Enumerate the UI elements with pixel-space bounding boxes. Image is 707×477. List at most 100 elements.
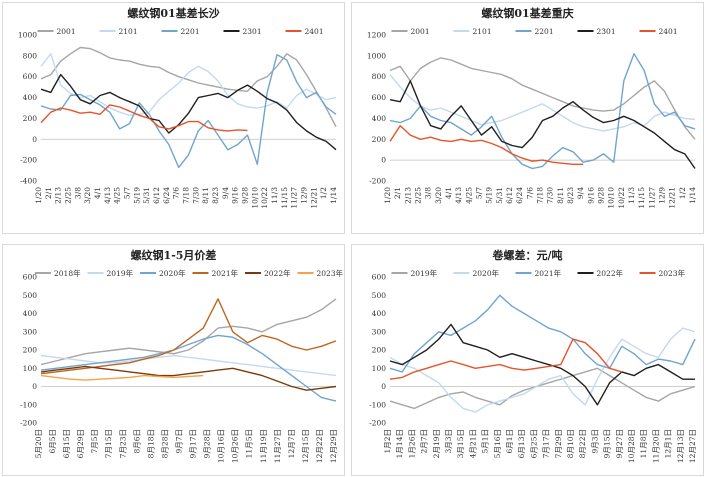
- x-tick-label: 1/14: [688, 187, 697, 204]
- x-tick-label: 5/31: [142, 187, 151, 204]
- x-tick-label: 9月15日: [603, 429, 612, 458]
- x-tick-label: 10月28日: [627, 429, 636, 463]
- x-tick-label: 10/22: [260, 187, 269, 209]
- legend-label: 2020年: [473, 268, 500, 278]
- x-tick-label: 11/3: [270, 187, 279, 204]
- legend-label: 2023年: [659, 268, 686, 278]
- x-tick-label: 12月15日: [301, 429, 310, 463]
- x-tick-label: 7/30: [191, 187, 200, 204]
- x-tick-label: 2/25: [414, 187, 423, 204]
- x-tick-label: 1月2日: [383, 429, 392, 454]
- x-tick-label: 5/7: [475, 187, 484, 199]
- y-tick-label: 1000: [18, 31, 37, 40]
- y-tick-label: 600: [23, 273, 38, 282]
- y-tick-label: -200: [369, 177, 386, 186]
- x-tick-label: 8/11: [201, 187, 210, 204]
- x-tick-label: 5月1日: [481, 429, 490, 454]
- x-tick-label: 9/4: [576, 187, 585, 199]
- x-tick-label: 11月27日: [273, 429, 282, 463]
- y-tick-label: 1000: [367, 51, 386, 60]
- x-tick-label: 6月15日: [62, 429, 71, 458]
- y-tick-label: 0: [381, 382, 386, 391]
- series-line-2023年: [40, 374, 204, 381]
- chart-panel-chongqing-basis: 螺纹钢01基差重庆 2001 2101 2201 2301 2401 1200 1000 800…: [351, 2, 704, 234]
- legend-label: 2101: [119, 27, 138, 36]
- legend-label: 2021年: [535, 268, 562, 278]
- x-tick-label: 8月6日: [132, 429, 141, 454]
- x-tick-label: 2/13: [403, 187, 412, 204]
- y-tick-label: -200: [20, 419, 37, 428]
- x-tick-label: 4/13: [454, 187, 463, 204]
- series-line-2201: [389, 53, 696, 170]
- series-line-2023年: [389, 338, 622, 380]
- y-tick-label: -100: [20, 400, 37, 409]
- x-tick-label: 1/14: [329, 187, 338, 204]
- x-tick-label: 7月15日: [104, 429, 113, 458]
- y-tick-label: 200: [23, 114, 38, 123]
- chart-panel-coil-rebar-spread: 卷螺差：元/吨 2019年 2020年 2021年 2022年 2023年 600 500 40…: [351, 244, 704, 476]
- x-tick-label: 11月20日: [651, 429, 660, 463]
- series-line-2001: [389, 57, 696, 140]
- x-tick-label: 10/10: [607, 187, 616, 209]
- y-tick-label: 0: [32, 135, 37, 144]
- x-tick-label: 8月22日: [578, 429, 587, 458]
- x-tick-label: 7/30: [546, 187, 555, 204]
- legend-label: 2401: [659, 27, 678, 36]
- x-tick-label: 4月21日: [468, 429, 477, 458]
- x-tick-label: 3月15日: [456, 429, 465, 458]
- legend-label: 2019年: [411, 268, 438, 278]
- series-line-2401: [40, 104, 248, 132]
- x-tick-label: 10月26日: [231, 429, 240, 463]
- x-tick-label: 12/9: [658, 187, 667, 204]
- x-tick-label: 4/1: [444, 187, 453, 199]
- x-tick-label: 7/18: [536, 187, 545, 204]
- x-tick-label: 1/20: [34, 187, 43, 204]
- x-tick-label: 3月3日: [444, 429, 453, 454]
- legend-label: 2021年: [212, 268, 239, 278]
- x-tick-label: 6月13日: [517, 429, 526, 458]
- x-tick-label: 3/8: [73, 187, 82, 199]
- chart-svg: 螺纹钢1-5月价差 2018年 2019年 2020年 2021年 2022年 2023年 6…: [20, 248, 344, 463]
- x-tick-label: 9/28: [241, 187, 250, 204]
- x-tick-label: 2/25: [64, 187, 73, 204]
- x-tick-label: 11/15: [637, 187, 646, 209]
- y-tick-label: -200: [369, 419, 386, 428]
- x-tick-label: 7月29日: [554, 429, 563, 458]
- x-tick-label: 11/3: [627, 187, 636, 204]
- legend-label: 2020年: [159, 268, 186, 278]
- x-tick-label: 9月27日: [615, 429, 624, 458]
- legend-label: 2301: [597, 27, 616, 36]
- legend-label: 2023年: [317, 268, 344, 278]
- legend-label: 2201: [535, 27, 554, 36]
- series-line-2020年: [389, 327, 696, 413]
- legend-label: 2001: [57, 27, 76, 36]
- x-tick-label: 4/1: [93, 187, 102, 199]
- y-tick-label: 300: [23, 327, 38, 336]
- x-tick-label: 8月10日: [566, 429, 575, 458]
- x-tick-label: 12/9: [300, 187, 309, 204]
- x-tick-label: 12月29日: [329, 429, 338, 463]
- x-tick-label: 2/1: [44, 187, 53, 199]
- x-tick-label: 9/4: [221, 187, 230, 199]
- x-tick-label: 12月1日: [664, 429, 673, 458]
- x-tick-label: 5/19: [485, 187, 494, 204]
- x-tick-label: 4/13: [103, 187, 112, 204]
- y-tick-label: 300: [372, 327, 387, 336]
- legend-label: 2019年: [107, 268, 134, 278]
- y-tick-label: 0: [32, 382, 37, 391]
- x-tick-label: 9月17日: [189, 429, 198, 458]
- series-line-2201: [40, 54, 337, 169]
- legend-label: 2022年: [264, 268, 291, 278]
- y-tick-label: 800: [372, 72, 387, 81]
- x-tick-label: 4/25: [464, 187, 473, 204]
- x-tick-label: 9/16: [586, 187, 595, 204]
- x-tick-label: 9/16: [231, 187, 240, 204]
- x-tick-label: 8月18日: [146, 429, 155, 458]
- legend-label: 2022年: [597, 268, 624, 278]
- chart-svg: 螺纹钢01基差长沙 2001 2101 2201 2301 2401 1000 800 600 4…: [18, 6, 338, 209]
- y-tick-label: 400: [23, 309, 38, 318]
- legend-label: 2101: [473, 27, 492, 36]
- legend-label: 2301: [243, 27, 262, 36]
- series-line-2019年: [40, 354, 337, 377]
- x-tick-label: 1/2: [678, 187, 687, 199]
